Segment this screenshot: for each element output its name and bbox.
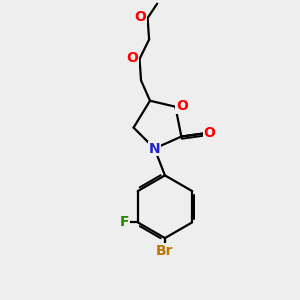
Text: F: F — [120, 215, 129, 230]
Text: O: O — [203, 126, 215, 140]
Text: N: N — [149, 142, 160, 155]
Text: O: O — [126, 51, 138, 65]
Text: Br: Br — [156, 244, 174, 258]
Text: O: O — [176, 99, 188, 113]
Text: O: O — [134, 11, 146, 24]
